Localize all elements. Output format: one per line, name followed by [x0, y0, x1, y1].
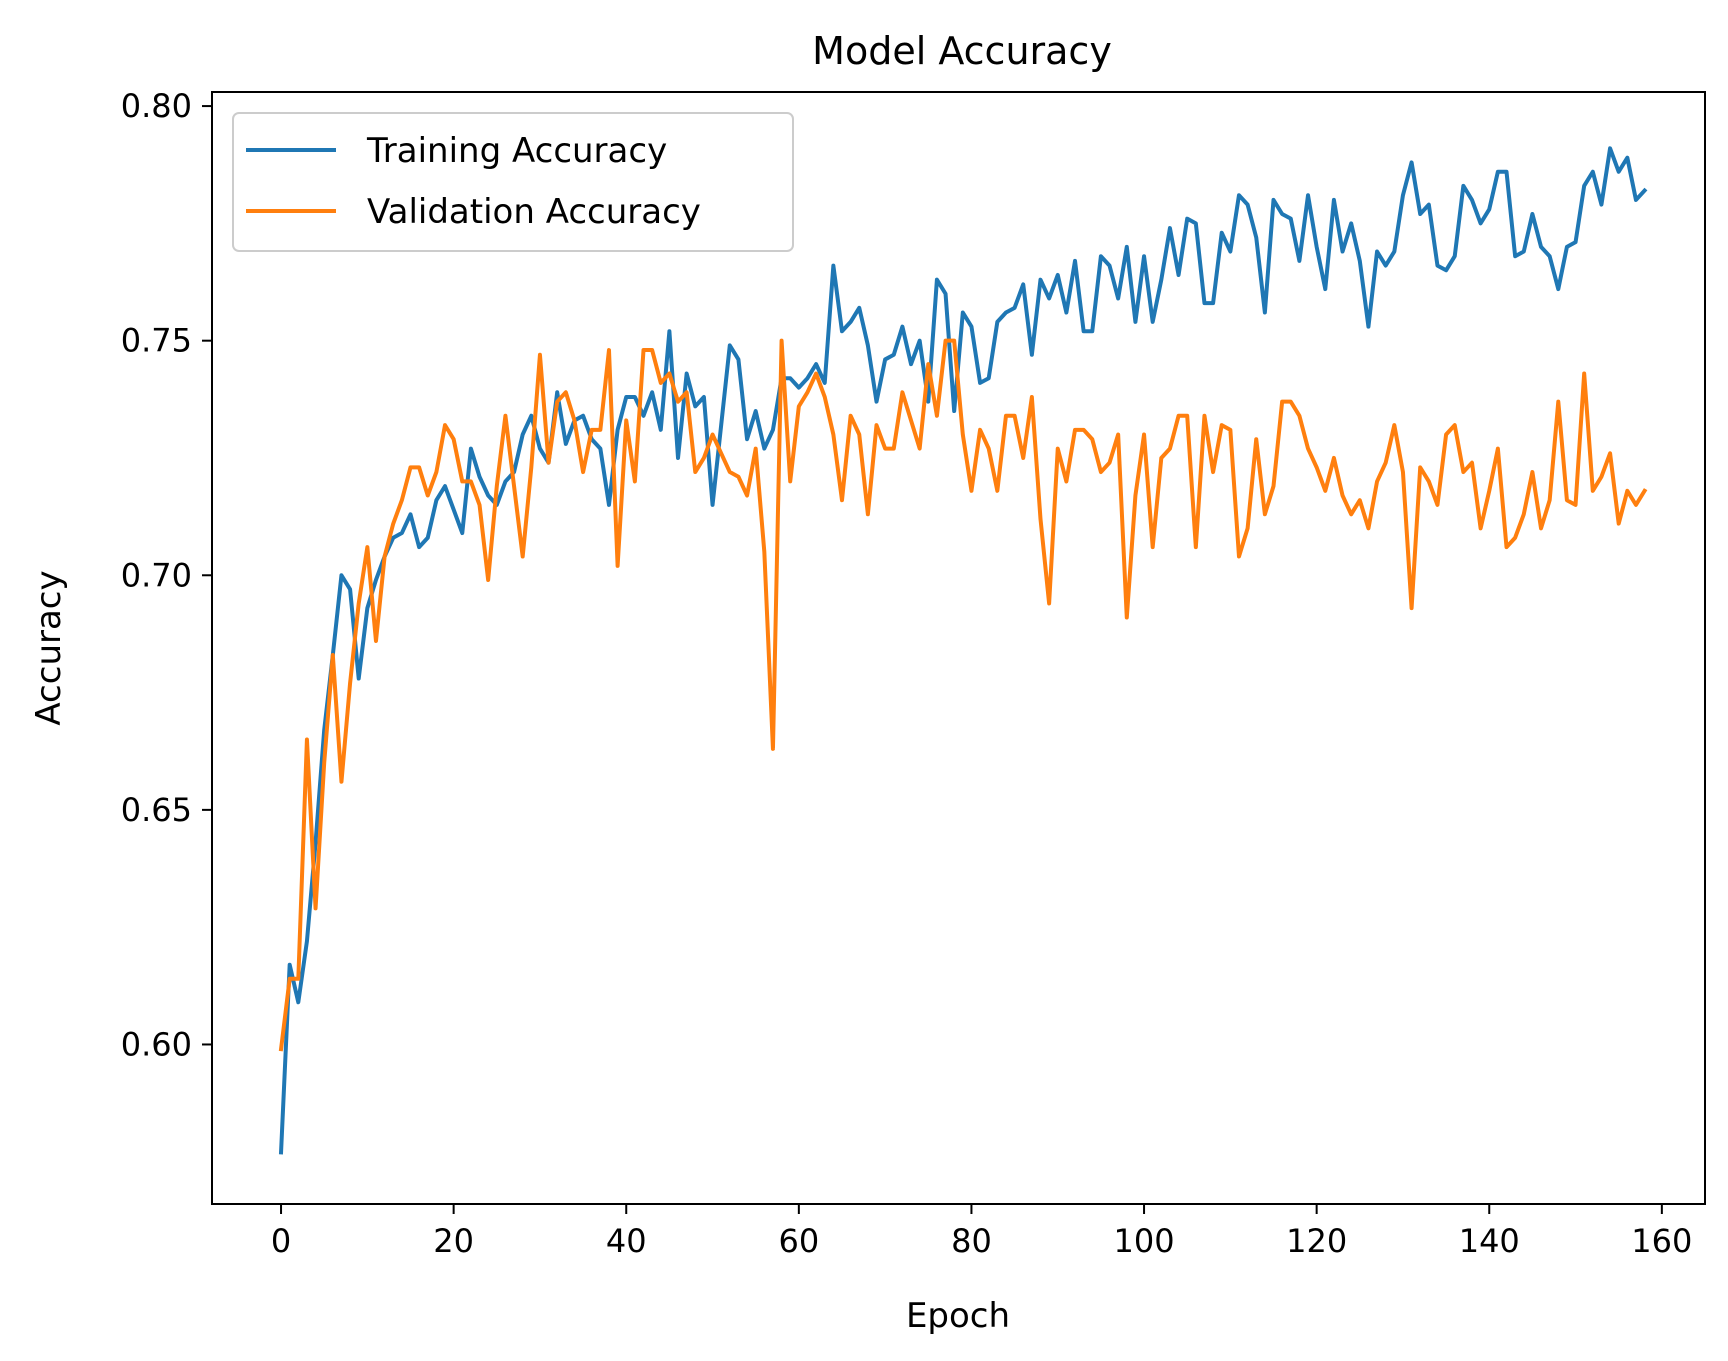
series-line-validation-accuracy — [278, 338, 1648, 1052]
legend-box — [232, 112, 794, 252]
x-tick-label: 60 — [778, 1222, 819, 1260]
y-tick-label: 0.65 — [121, 791, 192, 829]
y-tick-label: 0.60 — [121, 1025, 192, 1063]
y-tick-label: 0.70 — [121, 556, 192, 594]
plot-frame — [211, 91, 1706, 1205]
chart-title: Model Accuracy — [812, 29, 1112, 73]
y-axis-label: Accuracy — [29, 570, 69, 725]
x-tick-label: 20 — [433, 1222, 474, 1260]
x-tick-label: 0 — [271, 1222, 291, 1260]
axis-ticks: 0 20 40 60 80 100 120 140 160 0.60 0.65 0.70 0.75 0.8… — [121, 87, 1693, 1260]
legend-label-validation: Validation Accuracy — [367, 192, 701, 232]
legend-label-training: Training Accuracy — [366, 131, 667, 171]
legend: Training Accuracy Validation Accuracy — [232, 112, 794, 252]
x-tick-label: 40 — [606, 1222, 647, 1260]
y-tick-label: 0.80 — [121, 87, 192, 125]
x-axis-label: Epoch — [906, 1296, 1010, 1336]
x-tick-label: 80 — [951, 1222, 992, 1260]
x-tick-label: 100 — [1114, 1222, 1175, 1260]
y-tick-label: 0.75 — [121, 322, 192, 360]
x-tick-label: 120 — [1286, 1222, 1347, 1260]
x-tick-label: 160 — [1631, 1222, 1692, 1260]
x-tick-label: 140 — [1459, 1222, 1520, 1260]
series-line-training-accuracy — [278, 146, 1648, 1155]
plot-area — [278, 146, 1648, 1155]
